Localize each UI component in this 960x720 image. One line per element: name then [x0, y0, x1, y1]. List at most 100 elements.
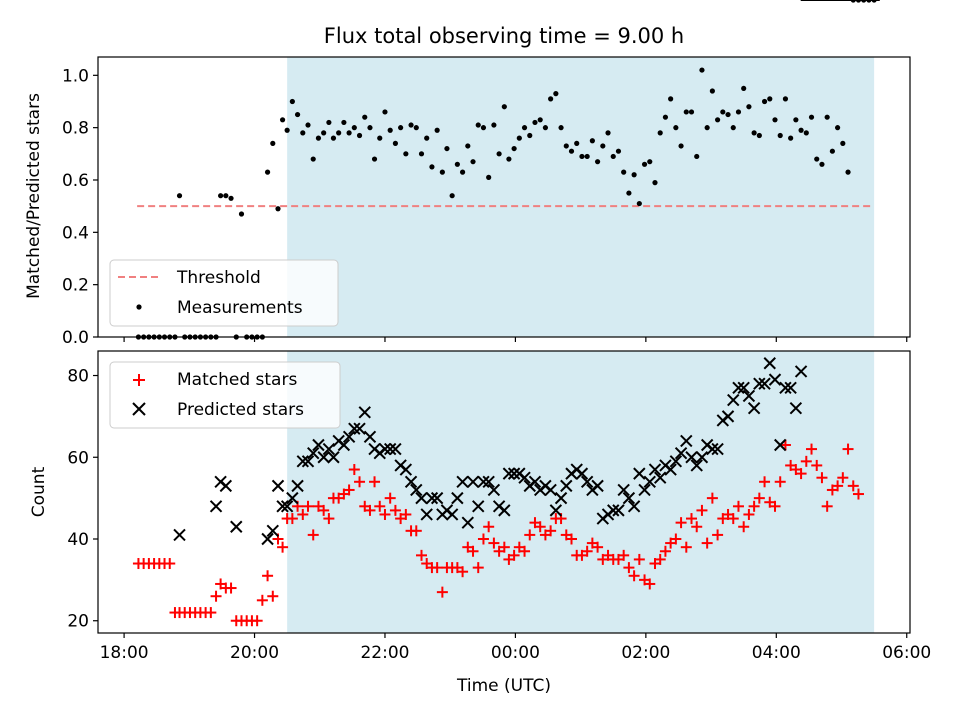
- measurement-point: [403, 151, 409, 157]
- predicted-star-point: [383, 442, 397, 456]
- predicted-star-point: [378, 442, 392, 456]
- measurement-point: [819, 161, 825, 167]
- measurement-point: [647, 159, 653, 165]
- predicted-star-point: [337, 438, 351, 452]
- measurement-point: [454, 161, 460, 167]
- matched-star-point: [302, 500, 314, 512]
- matched-star-point: [852, 488, 864, 500]
- predicted-star-point: [727, 393, 740, 407]
- predicted-star-point: [173, 528, 186, 542]
- bottom-y-tick-label: 80: [67, 367, 89, 387]
- predicted-star-point: [451, 491, 464, 505]
- measurement-point: [631, 172, 637, 178]
- matched-star-point: [779, 439, 791, 451]
- measurement-point: [480, 125, 487, 131]
- predicted-star-point: [737, 381, 750, 394]
- predicted-star-point: [353, 422, 366, 435]
- predicted-star-point: [518, 471, 531, 484]
- measurement-point: [305, 122, 311, 128]
- bottom-y-axis-label: Count: [29, 466, 49, 517]
- x-axis-tick-label: 00:00: [491, 643, 540, 663]
- measurement-point: [558, 125, 564, 131]
- measurement-point: [735, 109, 742, 115]
- matched-star-point: [753, 492, 765, 504]
- measurement-points: [135, 0, 877, 340]
- predicted-star-point: [312, 438, 325, 452]
- measurement-point: [798, 127, 804, 133]
- measurement-point: [761, 98, 768, 105]
- predicted-star-point: [560, 479, 573, 493]
- predicted-star-point: [487, 483, 501, 497]
- predicted-star-point: [322, 442, 336, 456]
- matched-star-point: [566, 533, 578, 545]
- matched-star-point: [431, 562, 443, 574]
- measurement-point: [814, 156, 820, 162]
- measurement-point: [351, 125, 357, 131]
- predicted-star-point: [219, 479, 233, 493]
- matched-star-point: [488, 537, 500, 549]
- measurement-point: [371, 156, 378, 162]
- measurement-point: [537, 117, 543, 123]
- matched-star-point: [256, 594, 268, 606]
- measurement-point: [439, 169, 445, 175]
- predicted-star-point: [286, 491, 299, 505]
- matched-star-point: [842, 443, 854, 455]
- measurement-point: [600, 143, 606, 149]
- matched-star-point: [415, 549, 427, 561]
- predicted-star-point: [399, 463, 413, 476]
- predicted-star-point: [291, 479, 304, 493]
- predicted-star-point: [758, 377, 771, 390]
- measurement-point: [321, 130, 327, 136]
- measurement-point: [516, 135, 522, 141]
- predicted-star-point: [445, 508, 459, 521]
- bottom-y-tick-label: 20: [67, 612, 89, 632]
- x-axis-tick-label: 06:00: [882, 643, 931, 663]
- predicted-star-point: [477, 475, 490, 488]
- bottom-y-ticks: 20 40 60 80: [67, 367, 98, 632]
- predicted-star-point: [482, 475, 495, 488]
- measurement-point: [408, 122, 414, 128]
- predicted-star-point: [742, 389, 756, 403]
- predicted-star-point: [706, 442, 719, 456]
- measurement-point: [434, 127, 440, 133]
- measurement-point: [444, 145, 450, 152]
- matched-star-point: [696, 504, 708, 516]
- measurement-point: [626, 190, 632, 196]
- matched-star-point: [806, 443, 818, 455]
- measurement-point: [553, 91, 559, 97]
- predicted-star-point: [276, 500, 289, 513]
- x-axis-tick-label: 18:00: [100, 643, 149, 663]
- measurement-point: [294, 111, 301, 118]
- predicted-star-point: [607, 504, 620, 517]
- measurement-point: [829, 148, 835, 154]
- matched-star-point: [748, 500, 760, 512]
- matched-star-point: [354, 476, 366, 488]
- predicted-legend-label: Predicted stars: [177, 400, 304, 420]
- predicted-star-point: [732, 381, 745, 394]
- measurement-point: [777, 132, 783, 139]
- top-legend: Threshold Measurements: [109, 259, 339, 327]
- matched-star-point: [821, 500, 833, 512]
- measurement-point: [486, 174, 492, 180]
- matched-star-point: [774, 476, 786, 488]
- measurement-point: [636, 200, 642, 207]
- measurement-point: [424, 135, 430, 141]
- measurement-point: [694, 153, 700, 160]
- bottom-legend-box: [109, 361, 341, 429]
- predicted-star-point: [348, 422, 361, 435]
- measurement-point: [767, 96, 773, 102]
- measurement-point: [683, 109, 689, 115]
- predicted-star-point: [680, 434, 693, 448]
- predicted-star-point: [502, 467, 516, 480]
- bottom-axes-frame: [97, 350, 911, 634]
- matched-star-point: [297, 508, 309, 520]
- matched-star-point: [712, 529, 724, 541]
- measurement-point: [377, 135, 383, 141]
- predicted-star-point: [430, 491, 444, 505]
- predicted-star-point: [789, 402, 803, 415]
- matched-star-point: [379, 508, 391, 520]
- measurement-point: [709, 88, 715, 94]
- predicted-star-point: [695, 451, 709, 464]
- top-y-axis-label: Matched/Predicted stars: [24, 93, 44, 299]
